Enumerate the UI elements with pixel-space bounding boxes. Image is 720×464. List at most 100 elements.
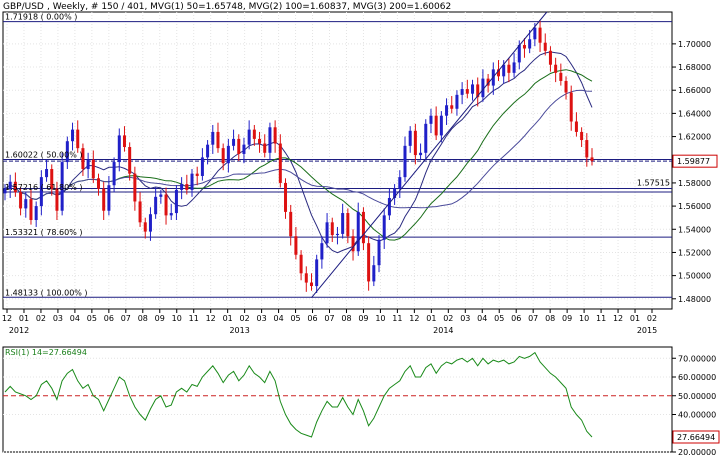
x-tick-label: 10 <box>172 314 182 323</box>
x-tick-label: 03 <box>460 314 470 323</box>
x-tick-label: 04 <box>70 314 80 323</box>
x-tick-label: 02 <box>240 314 250 323</box>
candles-layer <box>3 20 594 294</box>
candle-body <box>29 199 33 221</box>
candle-body <box>278 143 282 183</box>
fibonacci-label: 1.60022 ( 50.00% ) <box>5 150 82 159</box>
candle-body <box>242 144 246 154</box>
candle-body <box>559 72 563 81</box>
x-tick-label: 06 <box>104 314 114 323</box>
trend-line <box>311 11 548 298</box>
candle-body <box>455 94 459 109</box>
candle-body <box>97 178 101 189</box>
candle-body <box>320 243 324 260</box>
candle-body <box>247 129 251 145</box>
candle-body <box>512 62 516 73</box>
x-tick-label: 02 <box>443 314 453 323</box>
x-tick-label: 01 <box>19 314 29 323</box>
candle-body <box>159 194 163 197</box>
candle-body <box>554 64 558 73</box>
y-tick-label: 1.58000 <box>678 179 711 188</box>
y-tick-label: 1.48000 <box>678 295 711 304</box>
x-tick-label: 07 <box>121 314 131 323</box>
candle-body <box>382 215 386 240</box>
last-price-label: 1.59877 <box>677 157 710 166</box>
x-tick-label: 06 <box>511 314 521 323</box>
x-tick-label: 11 <box>189 314 199 323</box>
year-label: 2014 <box>433 326 453 335</box>
candle-body <box>564 80 568 93</box>
candle-body <box>315 259 319 287</box>
candle-body <box>330 222 334 236</box>
candle-body <box>341 213 345 234</box>
candle-body <box>13 181 17 193</box>
x-tick-label: 04 <box>273 314 283 323</box>
x-tick-label: 12 <box>409 314 419 323</box>
candle-body <box>273 127 277 144</box>
candle-body <box>200 157 204 176</box>
candle-body <box>19 192 23 209</box>
candle-body <box>465 89 469 94</box>
candle-body <box>325 222 329 244</box>
rsi-tick-label: 50.00000 <box>678 392 716 401</box>
candle-body <box>439 115 443 136</box>
candle-body <box>154 196 158 215</box>
candle-body <box>361 211 365 244</box>
candle-body <box>268 127 272 153</box>
candle-body <box>60 162 64 211</box>
y-tick-label: 1.52000 <box>678 248 711 257</box>
candle-body <box>221 148 225 164</box>
candle-body <box>3 188 7 194</box>
candle-body <box>481 78 485 98</box>
candle-body <box>522 45 526 49</box>
candle-body <box>65 141 69 163</box>
x-tick-label: 01 <box>426 314 436 323</box>
y-tick-label: 1.54000 <box>678 225 711 234</box>
candle-body <box>81 148 85 170</box>
moving-average-layer <box>4 51 593 254</box>
price-panel <box>2 11 673 310</box>
year-label: 2013 <box>229 326 249 335</box>
candle-body <box>8 181 12 189</box>
y-tick-label: 1.56000 <box>678 202 711 211</box>
candle-body <box>117 135 121 163</box>
y-tick-label: 1.68000 <box>678 63 711 72</box>
candle-body <box>50 169 54 189</box>
x-tick-label: 03 <box>257 314 267 323</box>
candle-body <box>76 129 80 149</box>
candle-body <box>486 78 490 86</box>
last-price-badge <box>672 154 718 168</box>
x-tick-label: 05 <box>290 314 300 323</box>
candle-body <box>232 138 236 146</box>
y-tick-label: 1.62000 <box>678 133 711 142</box>
candle-body <box>86 159 90 170</box>
x-tick-label: 09 <box>358 314 368 323</box>
candle-body <box>507 64 511 73</box>
x-tick-label: 08 <box>341 314 351 323</box>
x-tick-label: 11 <box>596 314 606 323</box>
candle-body <box>112 162 116 186</box>
candle-body <box>174 189 178 214</box>
candle-body <box>424 123 428 153</box>
candle-body <box>367 243 371 282</box>
y-tick-label: 1.64000 <box>678 109 711 118</box>
chart-symbol: GBP/USD <box>3 2 44 12</box>
candle-body <box>71 129 75 142</box>
rsi-layer: 20.00000 40.00000 50.00000 60.00000 70.00000… <box>3 351 720 457</box>
candle-body <box>211 131 215 145</box>
candle-body <box>450 105 454 109</box>
fibonacci-label: 1.71918 ( 0.00% ) <box>5 13 77 22</box>
candle-body <box>39 177 43 207</box>
candle-body <box>91 159 95 179</box>
candle-body <box>585 140 589 158</box>
candle-body <box>237 138 241 154</box>
candle-body <box>299 254 303 274</box>
x-tick-label: 12 <box>613 314 623 323</box>
candle-body <box>496 69 500 77</box>
x-tick-label: 02 <box>647 314 657 323</box>
candle-body <box>574 121 578 132</box>
candle-body <box>309 282 313 287</box>
rsi-last-label: 27.66494 <box>677 433 715 442</box>
x-tick-label: 10 <box>579 314 589 323</box>
